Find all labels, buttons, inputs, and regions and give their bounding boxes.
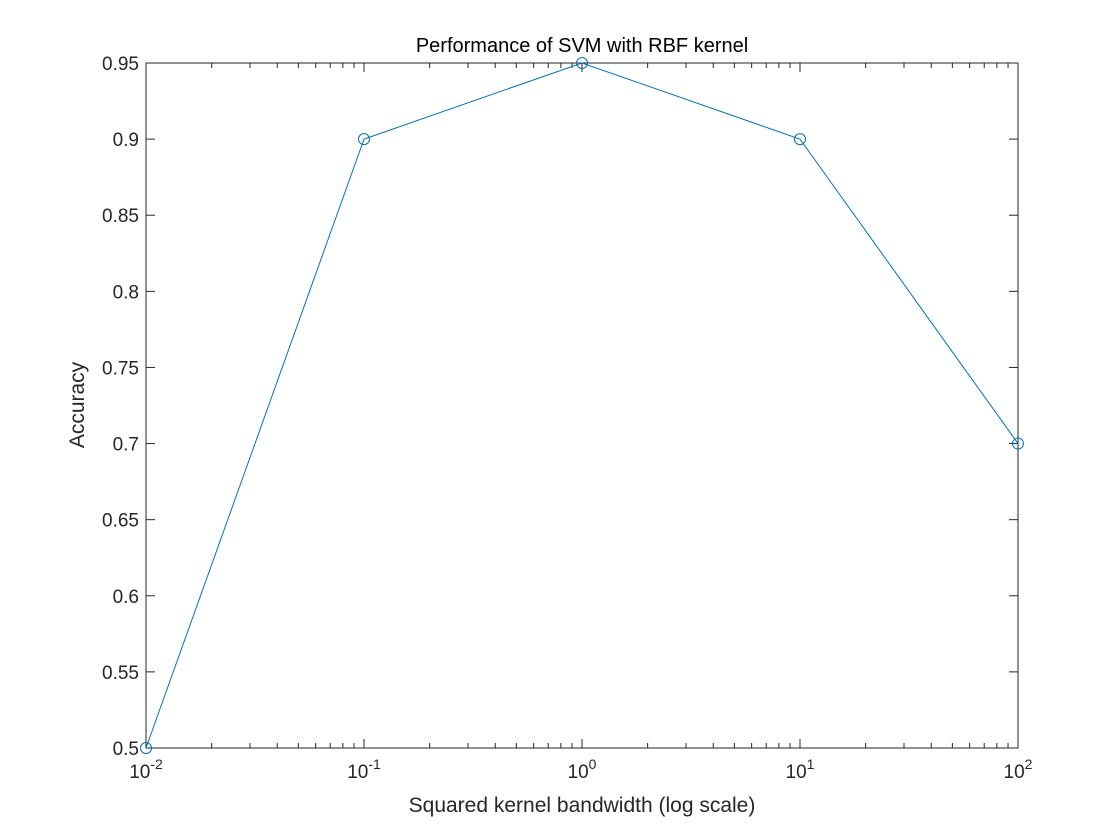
series-layer <box>140 57 1024 754</box>
data-point <box>358 133 370 146</box>
y-tick-label: 0.85 <box>102 206 139 227</box>
y-tick-label: 0.75 <box>102 358 139 379</box>
y-tick-label: 0.7 <box>113 435 139 456</box>
x-tick-label: 10-1 <box>347 756 381 783</box>
x-tick-label: 10-2 <box>129 756 163 783</box>
x-axis-label: Squared kernel bandwidth (log scale) <box>409 794 756 817</box>
x-tick-label: 102 <box>1004 756 1033 783</box>
y-tick-label: 0.6 <box>113 587 139 608</box>
y-axis-label: Accuracy <box>66 361 89 448</box>
y-tick-label: 0.55 <box>102 663 139 684</box>
y-tick-label: 0.65 <box>102 511 139 532</box>
plot-area <box>145 62 1019 749</box>
x-tick-label: 100 <box>568 756 597 783</box>
series-line <box>145 62 1019 749</box>
y-tick-label: 0.9 <box>113 130 139 151</box>
x-tick-label: 101 <box>786 756 815 783</box>
y-tick-label: 0.95 <box>102 54 139 75</box>
data-point <box>140 742 152 754</box>
data-point <box>576 57 588 69</box>
chart-title: Performance of SVM with RBF kernel <box>416 35 748 57</box>
y-tick-label: 0.8 <box>113 282 139 303</box>
ticks-layer: 0.5 0.55 0.6 0.65 0.7 0.75 0.8 0.85 0.9 0.95 10-2 1… <box>102 54 1033 783</box>
data-point <box>794 133 806 146</box>
y-tick-label: 0.5 <box>113 739 139 760</box>
data-point <box>1012 437 1024 450</box>
